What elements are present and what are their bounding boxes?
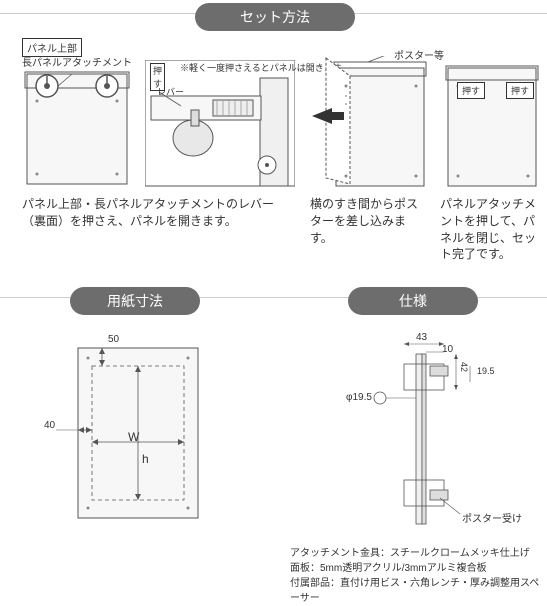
- dim-40: 40: [44, 420, 55, 431]
- spec-line-1: アタッチメント金具：スチールクロームメッキ仕上げ: [290, 546, 540, 561]
- dim-phi: φ19.5: [346, 392, 372, 403]
- dim-w: W: [128, 430, 139, 444]
- step3-diagram: [440, 58, 540, 188]
- step2-caption: 横のすき間からポスターを差し込みます。: [310, 196, 420, 246]
- step1-detail-diagram: [145, 60, 295, 190]
- poster-label: ポスター等: [394, 47, 444, 62]
- header-spec: 仕様: [348, 287, 478, 315]
- spec-diagram: [340, 330, 510, 530]
- push-label-3a: 押す: [457, 82, 485, 99]
- dim-h: h: [142, 452, 149, 466]
- dim-19-5: 19.5: [477, 366, 495, 376]
- spec-text-block: アタッチメント金具：スチールクロームメッキ仕上げ 面板：5mm透明アクリル/3m…: [290, 546, 540, 606]
- dim-10: 10: [442, 344, 453, 355]
- push-label-3b: 押す: [506, 82, 534, 99]
- header-set-method: セット方法: [195, 3, 355, 31]
- dim-50: 50: [108, 334, 119, 345]
- step3-caption: パネルアタッチメントを押して、パネルを閉じ、セット完了です。: [440, 196, 540, 263]
- header-paper-dim: 用紙寸法: [70, 287, 200, 315]
- step1-caption: パネル上部・長パネルアタッチメントのレバー（裏面）を押さえ、パネルを開きます。: [22, 196, 292, 230]
- spec-line-2: 面板：5mm透明アクリル/3mmアルミ複合板: [290, 561, 540, 576]
- step1-panel-diagram: [22, 66, 137, 186]
- lever-label: レバー: [157, 85, 184, 98]
- poster-receiver-label: ポスター受け: [462, 510, 522, 525]
- step2-diagram: [310, 56, 430, 188]
- dim-43: 43: [416, 332, 427, 343]
- dim-42: 42: [459, 362, 469, 372]
- spec-line-3: 付属部品：直付け用ビス・六角レンチ・厚み調整用スペーサー: [290, 576, 540, 606]
